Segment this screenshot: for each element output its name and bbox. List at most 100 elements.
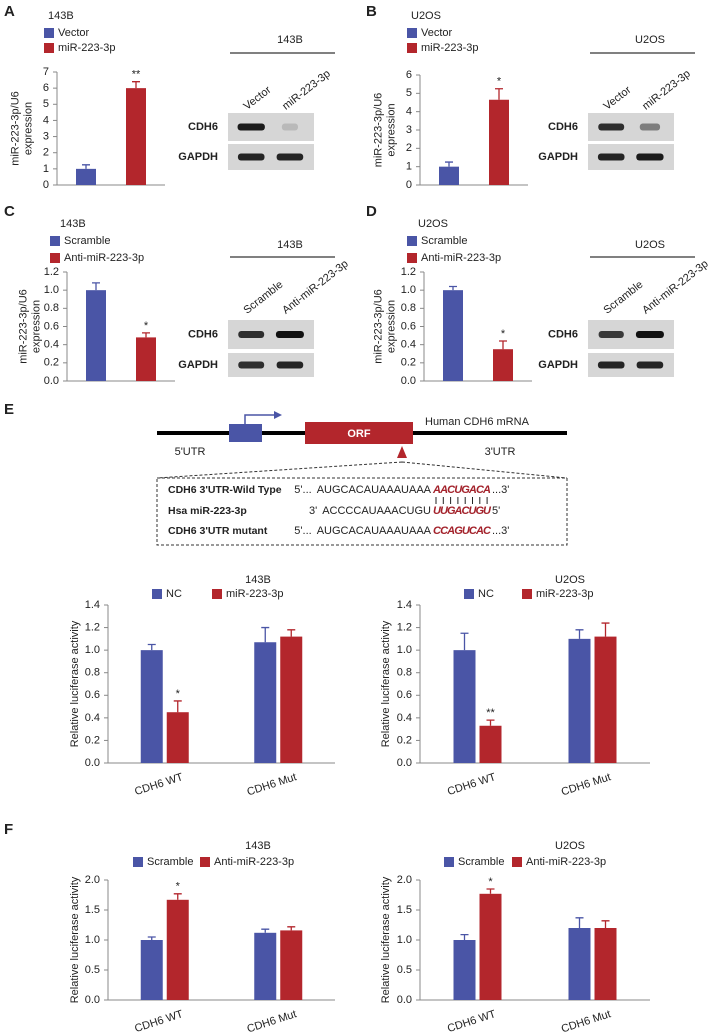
legend-swatch (407, 236, 417, 246)
bar (489, 99, 509, 185)
error-bar (132, 81, 140, 89)
band (238, 331, 265, 338)
bar (568, 928, 591, 1000)
y-tick-label: 0.8 (397, 667, 412, 679)
x-tick-label: CDH6 Mut (246, 1008, 299, 1033)
significance: * (176, 881, 181, 893)
y-tick-label: 1.2 (44, 266, 59, 278)
sequence-box (156, 477, 568, 546)
error-bar (147, 936, 156, 940)
row-label: GAPDH (178, 359, 218, 371)
y-tick-label: 3 (406, 124, 412, 136)
y-tick-label: 1.5 (85, 904, 100, 916)
blot-title: 143B (277, 34, 303, 46)
band (636, 153, 664, 161)
bar (493, 349, 513, 381)
chart-title: U2OS (555, 574, 585, 586)
sequence-end: ...3' (492, 484, 509, 496)
chart-title: 143B (245, 840, 271, 852)
error-bar (261, 626, 270, 643)
lane-label: Anti-miR-223-3p (280, 258, 351, 317)
lane-label: Vector (241, 84, 273, 113)
sequence-rows: CDH6 3'UTR-Wild Type AUGCACAUAAAUAAA 5'...… (168, 484, 509, 537)
bar (280, 930, 303, 1000)
legend-swatch (152, 589, 162, 599)
error-bar (460, 933, 469, 940)
bar (443, 290, 463, 381)
error-bar (287, 926, 296, 931)
bar (254, 642, 277, 763)
legend-swatch (44, 43, 54, 53)
y-tick-label: 4 (406, 106, 412, 118)
orf-box (305, 422, 413, 444)
bar (479, 893, 502, 1000)
y-tick-label: 0.2 (85, 734, 100, 746)
y-tick-label: 0.6 (397, 689, 412, 701)
y-tick-label: 0.6 (85, 689, 100, 701)
y-tick-label: 2.0 (85, 874, 100, 886)
band (597, 361, 625, 369)
y-tick-label: 5 (406, 87, 412, 99)
y-tick-label: 1.4 (85, 599, 100, 611)
y-tick-label: 1.0 (44, 284, 59, 296)
legend-label: Anti-miR-223-3p (64, 252, 144, 264)
band (636, 361, 664, 369)
legend-label: miR-223-3p (421, 42, 478, 54)
legend-swatch (50, 253, 60, 263)
y-axis-label: Relative luciferase activity (380, 620, 392, 747)
legend-label: Vector (421, 27, 453, 39)
band (281, 123, 298, 131)
error-bar (173, 893, 182, 900)
panel-label: A (4, 3, 15, 20)
bar (140, 650, 163, 763)
y-tick-label: 0.8 (401, 302, 416, 314)
sequence: AUGCACAUAAAUAAA (317, 525, 432, 537)
band (598, 331, 624, 338)
y-tick-label: 0.6 (401, 320, 416, 332)
y-tick-label: 1.4 (397, 599, 412, 611)
chart-title: U2OS (411, 10, 441, 22)
error-bar (147, 643, 156, 651)
panel-label: E (4, 401, 14, 418)
y-tick-label: 1.2 (397, 621, 412, 633)
seed-site: CCAGUCAC (433, 525, 492, 537)
error-bar (575, 629, 584, 639)
error-bar (449, 285, 457, 291)
y-tick-label: 1.2 (401, 266, 416, 278)
error-bar (261, 928, 270, 933)
significance: ** (486, 707, 495, 719)
seed-site: UUGACUGU (433, 505, 492, 517)
row-label: GAPDH (178, 151, 218, 163)
y-tick-label: 0.0 (401, 375, 416, 387)
sequence-end: 5'... (294, 525, 311, 537)
sequence-end: 5'... (294, 484, 311, 496)
error-bar (601, 622, 610, 637)
y-tick-label: 6 (406, 69, 412, 81)
legend-label: Scramble (147, 856, 193, 868)
sequence-name: CDH6 3'UTR mutant (168, 525, 268, 537)
legend-swatch (50, 236, 60, 246)
row-label: CDH6 (188, 328, 218, 340)
chart-title: 143B (48, 10, 74, 22)
y-tick-label: 2 (406, 142, 412, 154)
bar (594, 928, 617, 1000)
row-label: GAPDH (538, 151, 578, 163)
y-axis-label: miR-223-3p/U6 (372, 93, 384, 168)
y-tick-label: 7 (43, 66, 49, 78)
sequence-name: Hsa miR-223-3p (168, 505, 247, 517)
bar (140, 940, 163, 1000)
y-tick-label: 0.8 (85, 667, 100, 679)
significance: * (144, 320, 149, 332)
y-tick-label: 0.8 (44, 302, 59, 314)
error-bar (82, 164, 90, 169)
legend-label: Vector (58, 27, 90, 39)
y-tick-label: 1.0 (401, 284, 416, 296)
band (275, 331, 304, 338)
x-tick-label: CDH6 WT (446, 1008, 498, 1033)
y-axis-label: miR-223-3p/U6 (17, 289, 29, 364)
mrna-diagram: ORF 5'UTR 3'UTR Human CDH6 mRNA CDH6 3'U… (156, 411, 568, 546)
legend-swatch (200, 857, 210, 867)
site-marker (397, 446, 407, 458)
sequence-end: ...3' (492, 525, 509, 537)
y-tick-label: 0 (406, 179, 412, 191)
